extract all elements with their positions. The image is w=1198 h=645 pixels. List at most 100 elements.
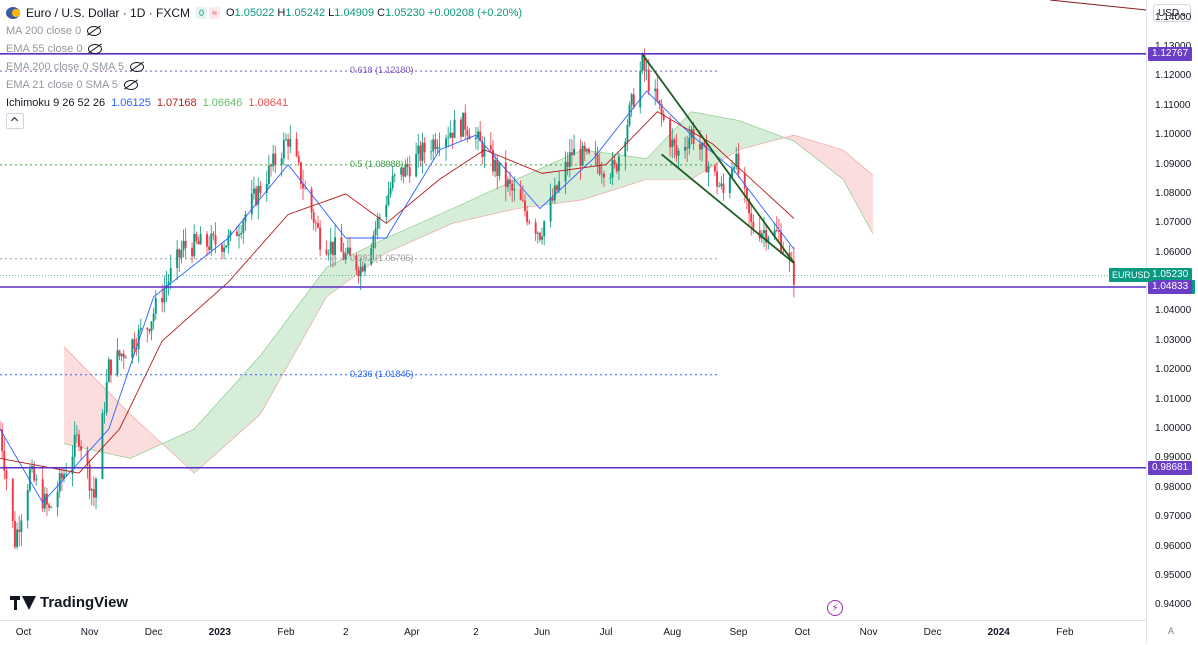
- indicator-label[interactable]: MA 200 close 0: [6, 25, 82, 37]
- candle-body: [464, 112, 467, 130]
- indicator-row-ema21[interactable]: EMA 21 close 0 SMA 5: [6, 76, 522, 94]
- price-tick-label: 1.11000: [1155, 99, 1191, 111]
- candle-body: [780, 232, 783, 252]
- indicator-label[interactable]: Ichimoku 9 26 52 26: [6, 97, 106, 109]
- candle-body: [235, 231, 238, 236]
- candle-body: [48, 504, 51, 508]
- candle-body: [434, 139, 437, 150]
- candle-body: [660, 104, 663, 115]
- candle-body: [415, 153, 418, 177]
- candle-body: [447, 137, 450, 139]
- candle-body: [393, 174, 396, 176]
- indicator-row-ema55[interactable]: EMA 55 close 0: [6, 40, 522, 58]
- symbol-pills[interactable]: 0 ≈: [196, 7, 220, 19]
- price-tick-label: 1.04000: [1155, 305, 1192, 317]
- candle-body: [120, 353, 123, 357]
- candle-body: [417, 145, 420, 154]
- candle-body: [630, 94, 633, 105]
- eye-crossed-icon[interactable]: [123, 80, 138, 90]
- candle-body: [107, 359, 110, 382]
- ichimoku-senkou-b-value: 1.08641: [248, 97, 289, 109]
- candle-body: [372, 235, 375, 249]
- ichimoku-cloud: [64, 346, 161, 459]
- symbol-row[interactable]: Euro / U.S. Dollar · 1D · FXCM 0 ≈ O1.05…: [6, 4, 522, 22]
- candle-body: [131, 339, 134, 358]
- candle-body: [267, 165, 270, 185]
- collapse-legend-button[interactable]: [6, 113, 24, 129]
- eye-crossed-icon[interactable]: [87, 26, 102, 36]
- candle-body: [197, 241, 200, 245]
- candle-body: [737, 153, 740, 174]
- candle-body: [304, 188, 307, 190]
- open-label: O: [226, 7, 235, 19]
- tradingview-wordmark: TradingView: [40, 594, 129, 611]
- indicator-label[interactable]: EMA 55 close 0: [6, 43, 83, 55]
- candle-body: [404, 164, 407, 177]
- candle-body: [182, 240, 185, 251]
- candle-body: [690, 129, 693, 138]
- flash-icon[interactable]: ⚡: [827, 600, 843, 616]
- level-price-badge: 1.12767: [1148, 46, 1193, 61]
- candle-body: [519, 188, 522, 200]
- drawn-line: [1049, 0, 1146, 11]
- candle-body: [699, 144, 701, 150]
- senkou-span-b-line: [63, 134, 874, 474]
- candle-body: [594, 152, 597, 155]
- candle-body: [95, 478, 97, 498]
- candle-body: [419, 145, 422, 161]
- fib-level-label: 0.618 (1.12180): [350, 65, 414, 76]
- candle-body: [26, 490, 29, 521]
- indicator-row-ema200[interactable]: EMA 200 close 0 SMA 5: [6, 58, 522, 76]
- chart-canvas[interactable]: [0, 0, 1146, 620]
- auto-scale-button[interactable]: A: [1168, 626, 1175, 636]
- candle-body: [720, 183, 723, 186]
- candle-body: [78, 434, 80, 447]
- currency-selector[interactable]: USD ⌄: [1153, 4, 1191, 22]
- candle-body: [252, 188, 255, 194]
- candle-body: [227, 235, 230, 246]
- indicator-row-ichimoku[interactable]: Ichimoku 9 26 52 26 1.06125 1.07168 1.06…: [6, 94, 522, 112]
- price-tick-label: 1.08000: [1155, 187, 1192, 199]
- candle-body: [310, 188, 313, 213]
- price-axis[interactable]: USD ⌄ 1.14000 1.13000 1.12000 1.11000 1.1000…: [1146, 0, 1198, 644]
- candle-body: [312, 212, 315, 223]
- eye-crossed-icon[interactable]: [130, 62, 145, 72]
- symbol-title[interactable]: Euro / U.S. Dollar · 1D · FXCM: [26, 6, 191, 20]
- candle-body: [244, 214, 247, 222]
- price-tick-label: 1.02000: [1155, 364, 1192, 376]
- candle-body: [460, 119, 462, 137]
- time-tick-label: Oct: [794, 627, 811, 638]
- candle-body: [438, 146, 441, 148]
- candle-body: [178, 249, 181, 258]
- tradingview-logo[interactable]: TradingView: [10, 594, 128, 611]
- candle-body: [137, 329, 140, 350]
- candle-body: [133, 339, 136, 350]
- indicator-label[interactable]: EMA 200 close 0 SMA 5: [6, 61, 125, 73]
- candle-body: [481, 141, 484, 157]
- candle-body: [564, 161, 567, 182]
- candle-body: [617, 156, 620, 172]
- candle-body: [122, 353, 125, 358]
- candle-body: [56, 491, 59, 507]
- indicator-row-ma200[interactable]: MA 200 close 0: [6, 22, 522, 40]
- candle-body: [240, 232, 243, 235]
- candle-body: [3, 450, 6, 471]
- candle-body: [359, 266, 362, 277]
- candle-body: [641, 54, 644, 71]
- candle-body: [541, 236, 544, 240]
- pill-b[interactable]: ≈: [209, 7, 220, 19]
- candle-body: [63, 474, 65, 479]
- time-tick-label: Apr: [404, 627, 420, 638]
- eye-crossed-icon[interactable]: [88, 44, 103, 54]
- candle-body: [374, 228, 377, 236]
- candle-body: [624, 141, 627, 157]
- indicator-label[interactable]: EMA 21 close 0 SMA 5: [6, 79, 118, 91]
- chart-area[interactable]: Euro / U.S. Dollar · 1D · FXCM 0 ≈ O1.05…: [0, 0, 1146, 620]
- time-tick-label: Dec: [144, 627, 163, 638]
- price-tick-label: 1.10000: [1155, 129, 1192, 141]
- pill-a[interactable]: 0: [196, 7, 208, 19]
- tenkan-sen-line: [0, 90, 795, 504]
- time-axis[interactable]: Oct Nov Dec 2023 Feb 2 Apr 2 Jun Jul Aug Sep Oct Nov D…: [0, 620, 1146, 645]
- candle-body: [124, 357, 127, 359]
- candle-body: [331, 241, 334, 256]
